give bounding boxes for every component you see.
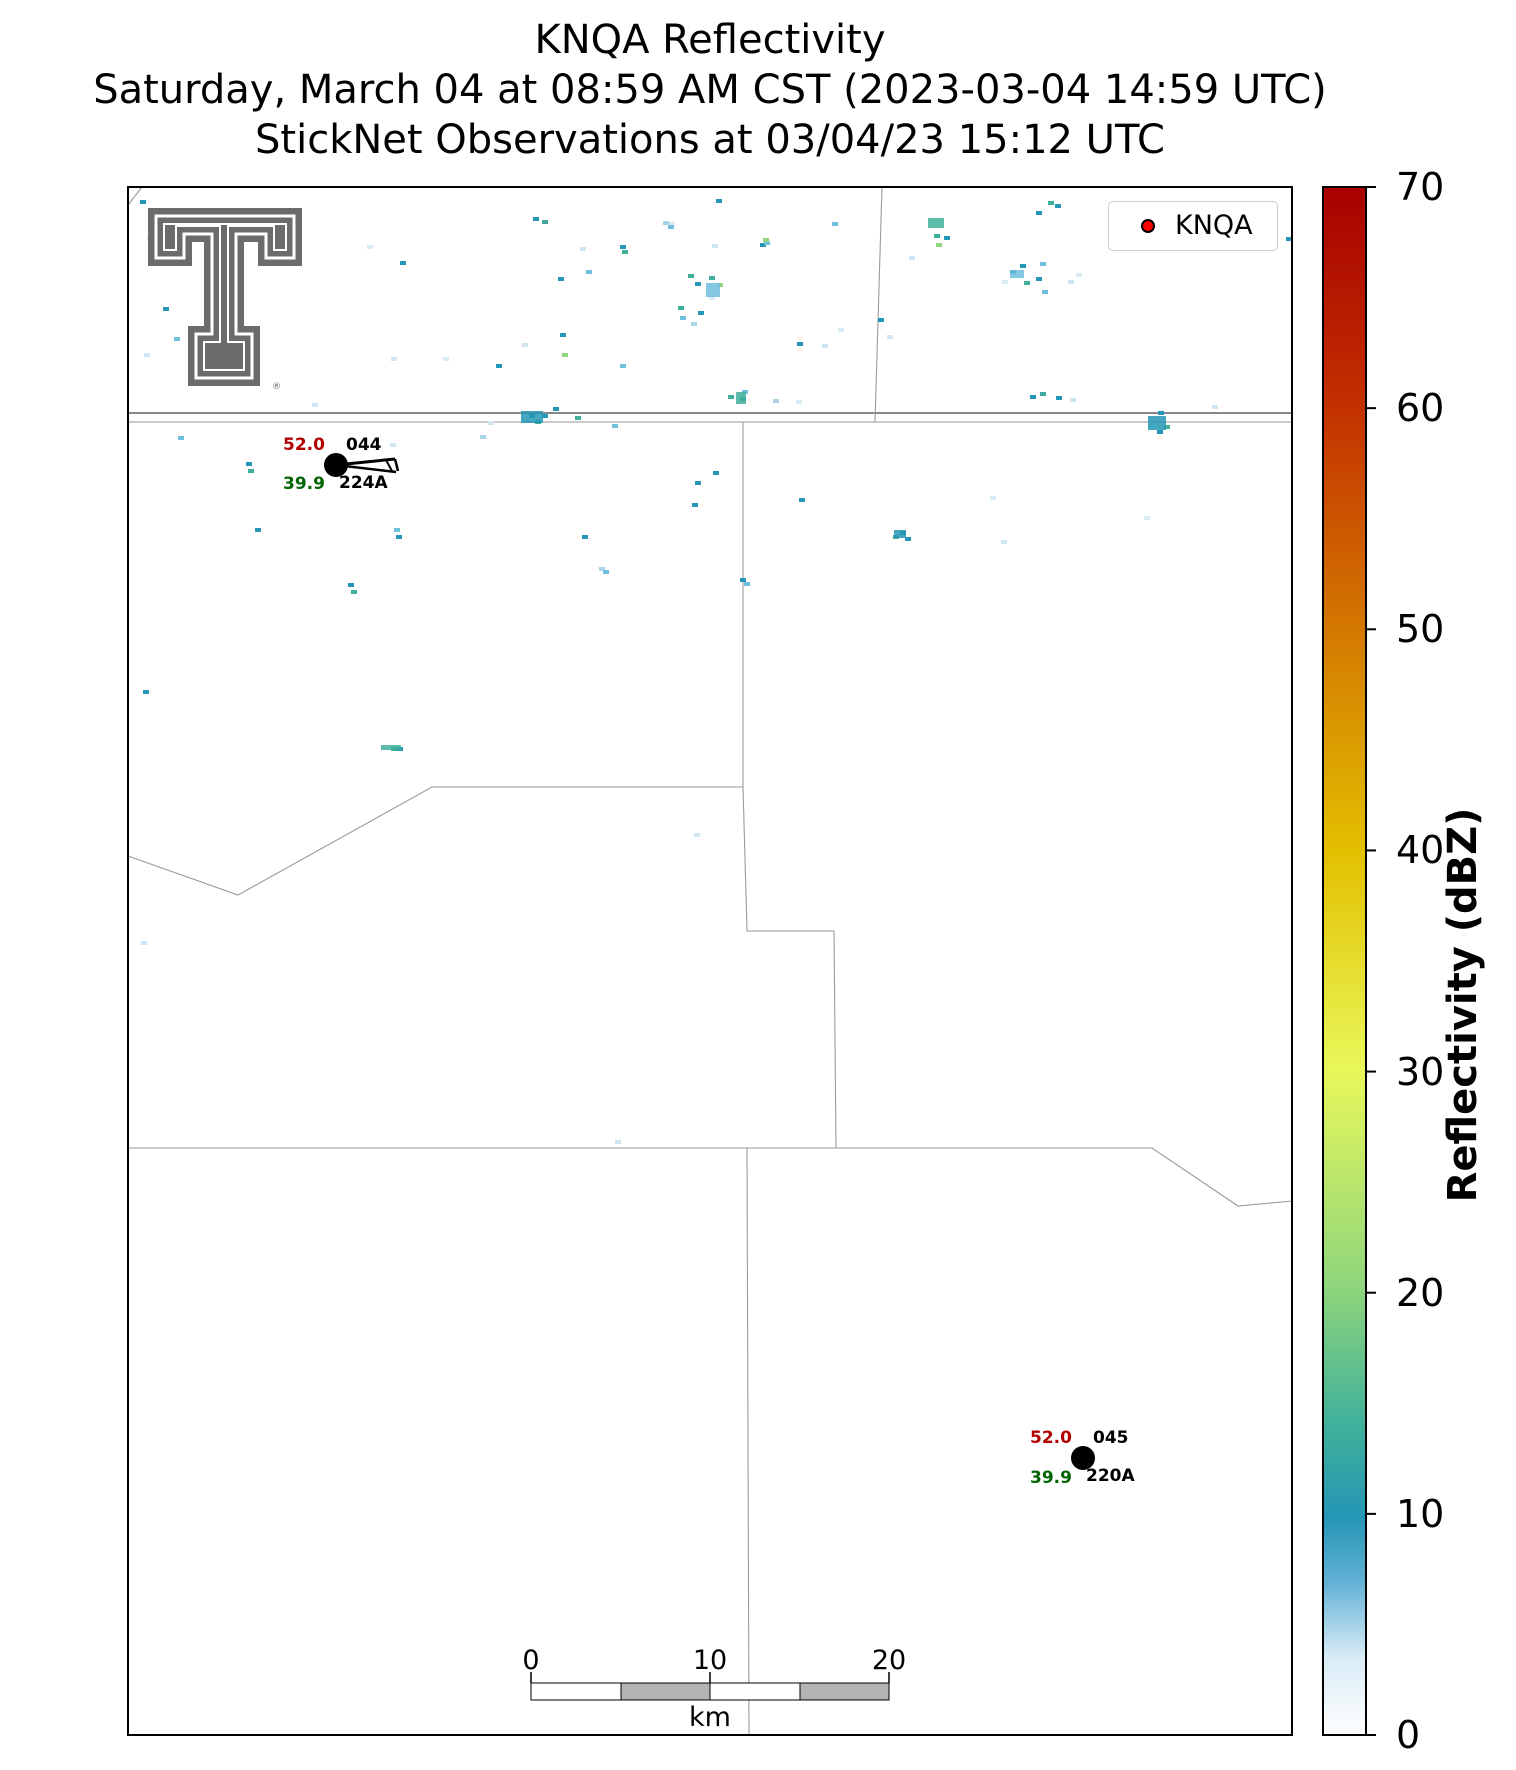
scalebar-tick-20: 20 [871, 1645, 907, 1676]
station-044-code: 224A [339, 473, 388, 493]
scale-bar [530, 1672, 890, 1701]
station-045-dew: 39.9 [1030, 1468, 1072, 1488]
title-line-3: StickNet Observations at 03/04/23 15:12 … [255, 117, 1165, 163]
svg-text:®: ® [272, 382, 281, 392]
colorbar-tick-10: 10 [1396, 1491, 1445, 1536]
colorbar-tick-70: 70 [1396, 165, 1445, 209]
plot-area [128, 187, 1292, 1735]
colorbar-tick-60: 60 [1396, 386, 1445, 431]
colorbar-tick-0: 0 [1396, 1713, 1421, 1757]
station-045-code: 220A [1086, 1466, 1135, 1486]
title-line-1: KNQA Reflectivity [534, 17, 886, 63]
station-044-id: 044 [346, 435, 382, 455]
texas-tech-double-t-logo: ® [148, 208, 302, 392]
colorbar-tick-20: 20 [1396, 1270, 1445, 1315]
station-044-temp: 52.0 [283, 435, 325, 455]
colorbar-tick-50: 50 [1396, 607, 1445, 652]
colorbar-label: Reflectivity (dBZ) [1440, 807, 1486, 1203]
county-borders [127, 186, 1293, 1736]
colorbar [1322, 186, 1376, 1736]
scalebar-tick-0: 0 [522, 1645, 540, 1676]
station-044-dew: 39.9 [283, 474, 325, 494]
radar-echoes [140, 199, 1292, 1144]
colorbar-tick-40: 40 [1396, 828, 1445, 873]
scalebar-unit: km [689, 1702, 731, 1733]
colorbar-tick-30: 30 [1396, 1049, 1445, 1094]
legend: KNQA [1108, 201, 1278, 251]
scalebar-tick-10: 10 [692, 1645, 728, 1676]
title-line-2: Saturday, March 04 at 08:59 AM CST (2023… [93, 67, 1327, 113]
state-border [128, 412, 1292, 423]
legend-marker [1141, 219, 1155, 233]
station-045-id: 045 [1093, 1428, 1129, 1448]
station-045-temp: 52.0 [1030, 1428, 1072, 1448]
station-045-marker[interactable] [1071, 1446, 1095, 1470]
legend-label: KNQA [1175, 210, 1253, 241]
plot-frame [127, 186, 1293, 1736]
station-044-marker[interactable] [324, 453, 400, 477]
